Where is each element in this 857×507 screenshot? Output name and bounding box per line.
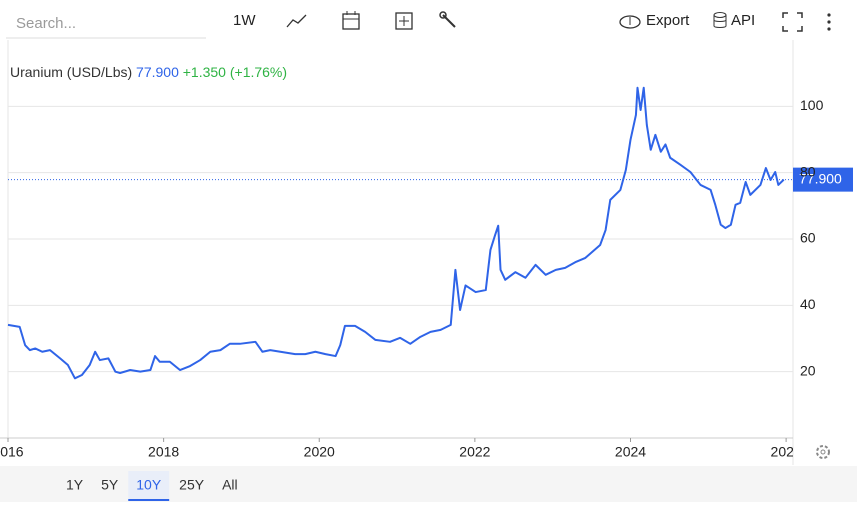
price-tag-label: 77.900 bbox=[799, 170, 842, 186]
x-tick-label: 2016 bbox=[0, 444, 24, 460]
grid bbox=[8, 105, 793, 373]
legend: Uranium (USD/Lbs) 77.900 +1.350 (+1.76%) bbox=[10, 64, 287, 80]
legend-change: +1.350 (+1.76%) bbox=[183, 64, 287, 80]
range-button[interactable]: 1Y bbox=[66, 477, 84, 493]
y-tick-label: 20 bbox=[800, 362, 816, 378]
more-icon[interactable] bbox=[827, 13, 831, 31]
export-icon[interactable] bbox=[619, 15, 641, 29]
legend-series-name: Uranium (USD/Lbs) bbox=[10, 64, 132, 80]
price-line bbox=[7, 86, 785, 380]
search-box[interactable] bbox=[6, 6, 206, 38]
search-placeholder[interactable]: Search... bbox=[16, 15, 76, 32]
x-tick-label: 2020 bbox=[304, 444, 335, 460]
export-button[interactable]: Export bbox=[646, 12, 690, 29]
price-tag: 77.900 bbox=[793, 167, 853, 192]
range-button[interactable]: 10Y bbox=[136, 477, 162, 493]
fullscreen-icon[interactable] bbox=[782, 12, 803, 32]
range-buttons: 1Y 5Y 10Y 25Y All bbox=[66, 471, 238, 501]
x-tick-label: 2024 bbox=[615, 444, 646, 460]
api-button[interactable]: API bbox=[731, 12, 755, 29]
y-tick-label: 40 bbox=[800, 296, 816, 312]
x-tick-label: 2022 bbox=[459, 444, 490, 460]
y-tick-label: 60 bbox=[800, 230, 816, 246]
settings-wrench-icon[interactable] bbox=[439, 11, 456, 28]
interval-button[interactable]: 1W bbox=[233, 12, 256, 29]
price-tag-box bbox=[793, 167, 853, 192]
range-button[interactable]: All bbox=[222, 477, 238, 493]
y-tick-label: 100 bbox=[800, 97, 824, 113]
x-axis: 2016 2018 2020 2022 2024 2026 bbox=[0, 438, 802, 460]
plot bbox=[7, 86, 793, 380]
range-button[interactable]: 25Y bbox=[179, 477, 205, 493]
x-tick-label: 2018 bbox=[148, 444, 179, 460]
y-tick-label: 80 bbox=[800, 163, 816, 179]
range-button[interactable]: 5Y bbox=[101, 477, 119, 493]
axis-settings-icon[interactable] bbox=[816, 445, 830, 459]
calendar-icon[interactable] bbox=[342, 11, 360, 30]
add-indicator-icon[interactable] bbox=[395, 12, 413, 30]
api-icon[interactable] bbox=[713, 12, 727, 28]
chart-type-icon[interactable] bbox=[286, 14, 307, 28]
active-range-bg bbox=[128, 471, 170, 501]
legend-price: 77.900 bbox=[136, 64, 179, 80]
x-tick-label: 2026 bbox=[771, 444, 802, 460]
